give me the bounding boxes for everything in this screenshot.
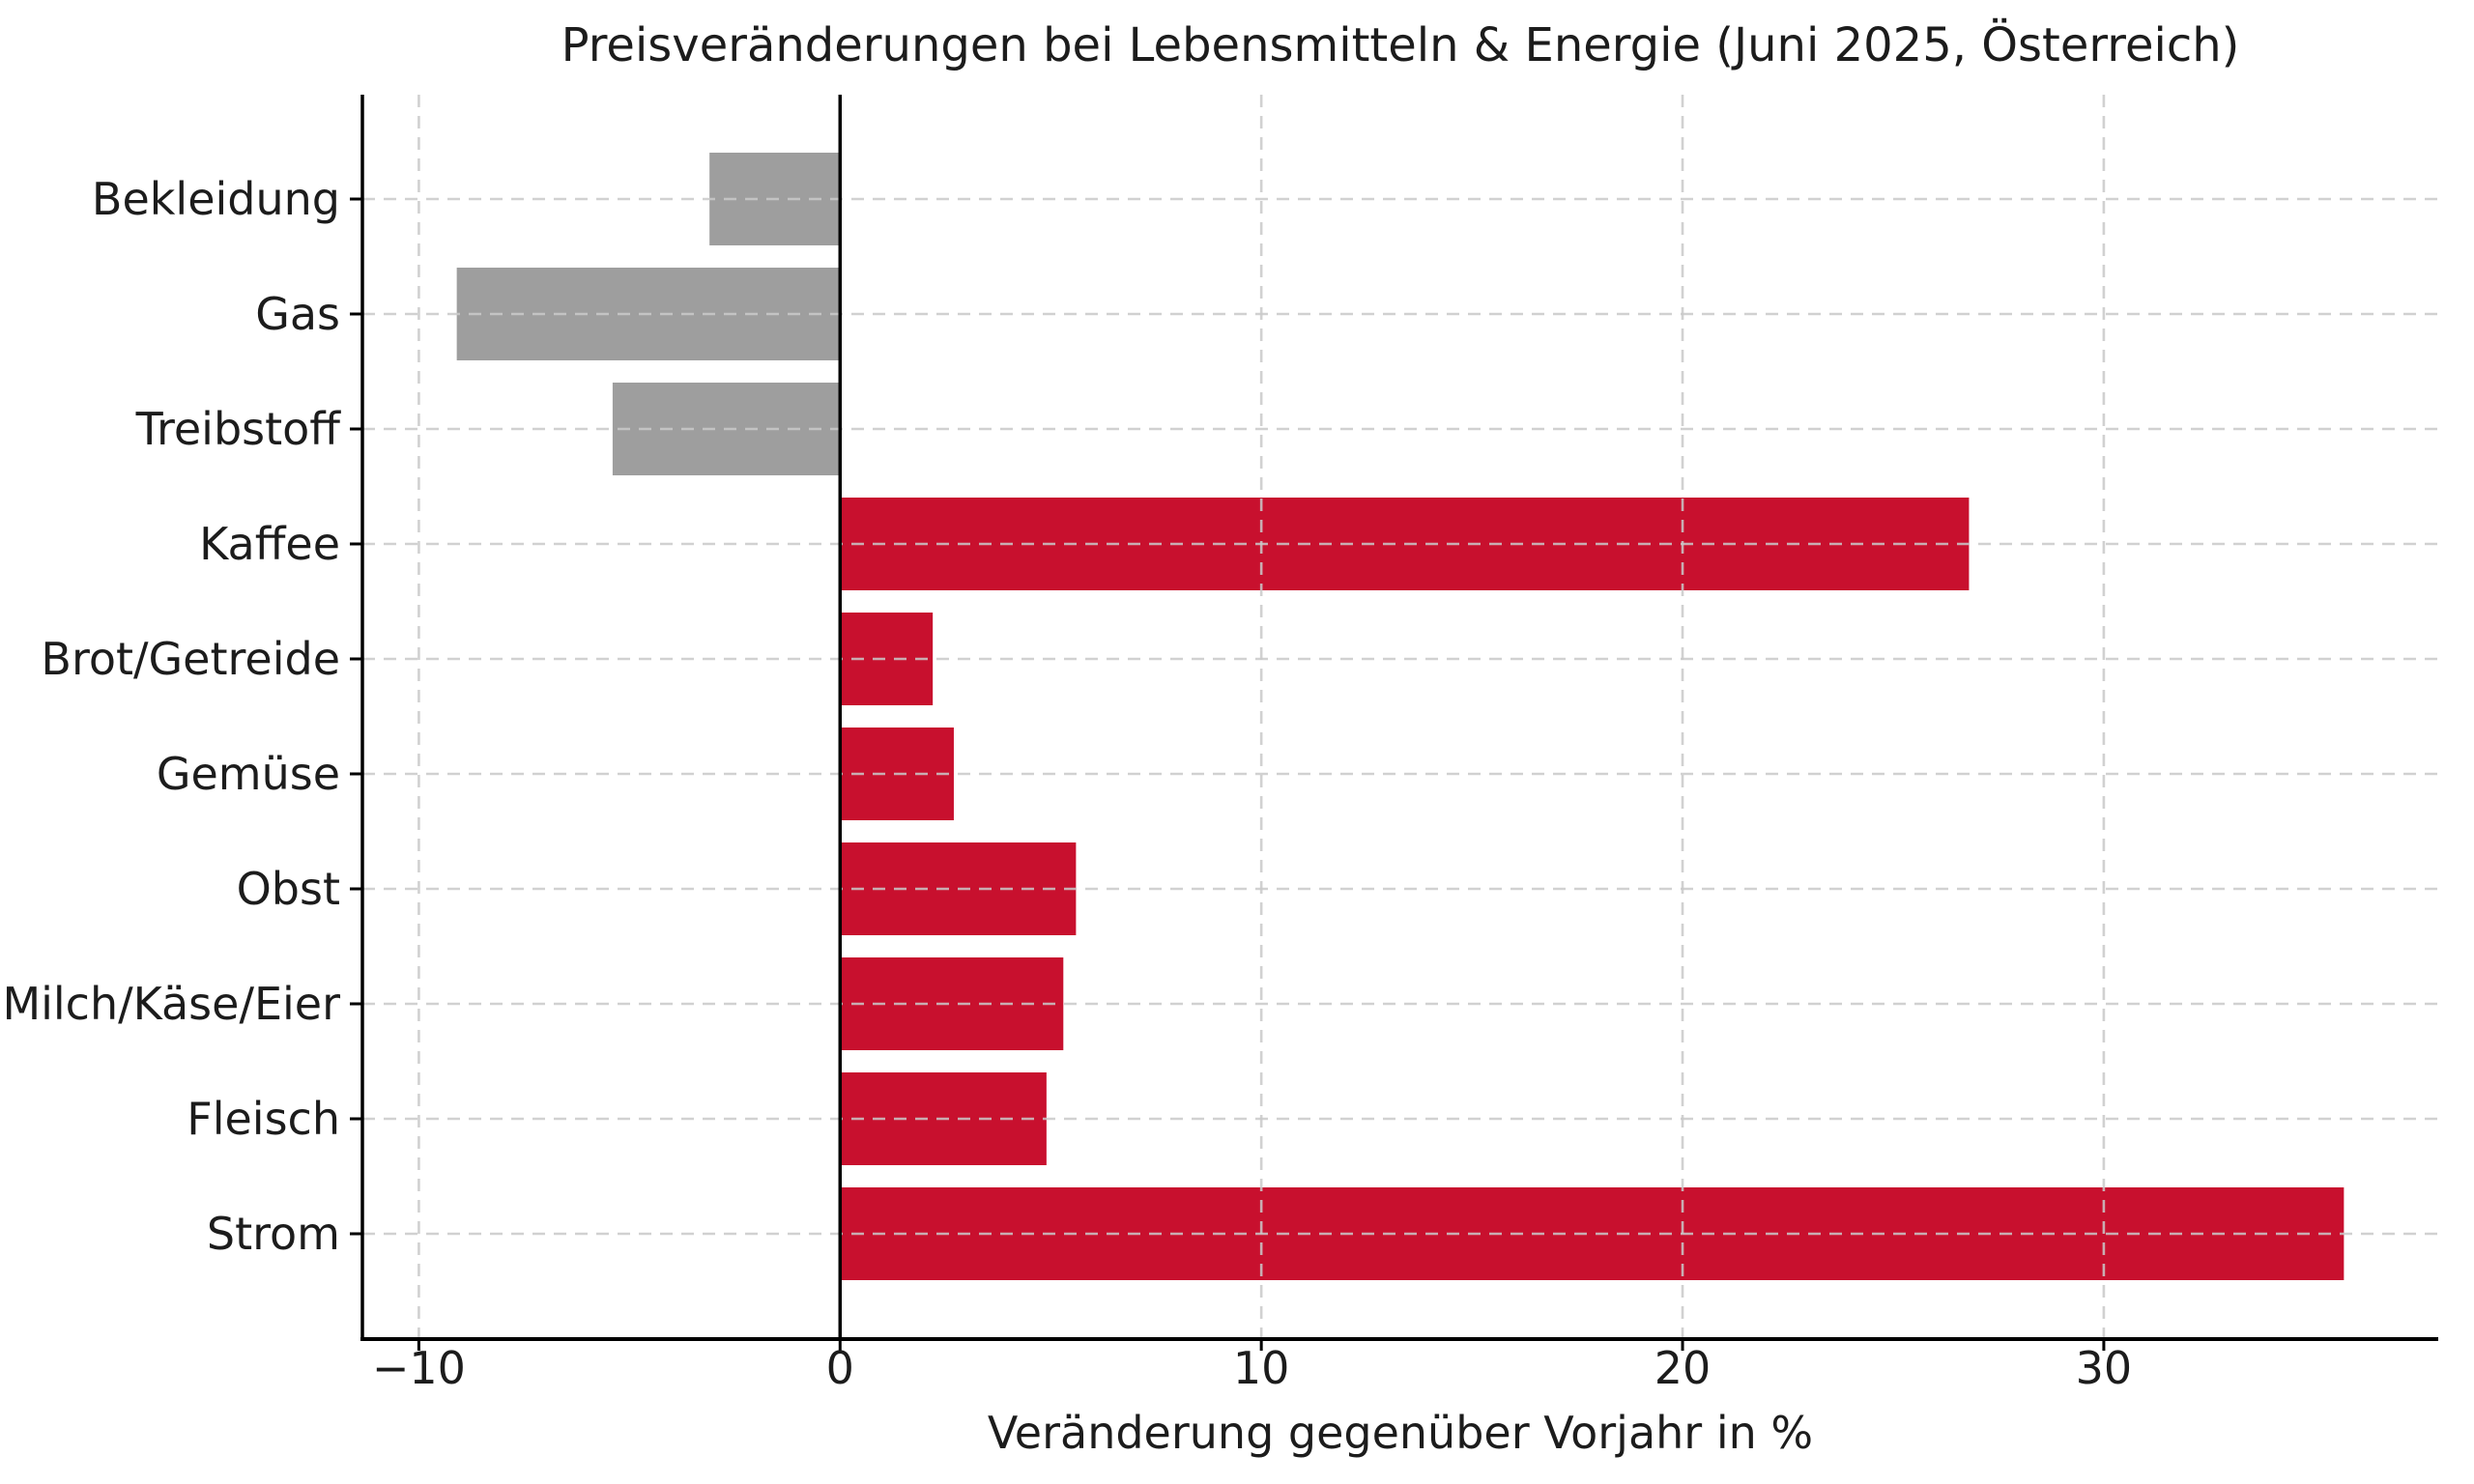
- x-axis-label: Veränderung gegenüber Vorjahr in %: [987, 1407, 1814, 1459]
- x-tick-label-10: 10: [1233, 1342, 1290, 1394]
- y-tick-label-Obst: Obst: [237, 863, 340, 915]
- x-tick-label-30: 30: [2076, 1342, 2133, 1394]
- x-tick-label-20: 20: [1654, 1342, 1712, 1394]
- x-tick-label-0: 0: [826, 1342, 854, 1394]
- x-tick-label--10: −10: [372, 1342, 466, 1394]
- y-tick-label-Kaffee: Kaffee: [199, 518, 340, 570]
- y-tick-label-Milch/Käse/Eier: Milch/Käse/Eier: [2, 978, 340, 1030]
- y-tick-label-Treibstoff: Treibstoff: [135, 403, 342, 455]
- y-tick-label-Brot/Getreide: Brot/Getreide: [41, 633, 340, 685]
- y-tick-label-Bekleidung: Bekleidung: [92, 173, 340, 225]
- chart-title: Preisveränderungen bei Lebensmitteln & E…: [561, 18, 2240, 72]
- y-tick-label-Gemüse: Gemüse: [157, 748, 340, 800]
- y-tick-label-Gas: Gas: [255, 288, 340, 340]
- y-tick-label-Strom: Strom: [207, 1208, 340, 1260]
- y-tick-label-Fleisch: Fleisch: [187, 1093, 340, 1145]
